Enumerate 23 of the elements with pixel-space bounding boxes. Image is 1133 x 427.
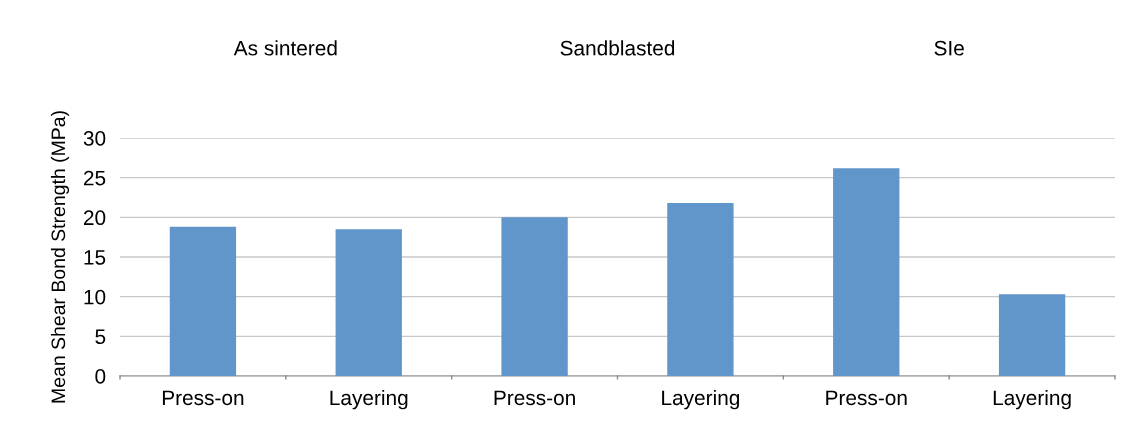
text: As sintered — [233, 40, 337, 56]
x-tick-label: Layering — [662, 389, 740, 410]
bar — [998, 294, 1066, 376]
x-tick-label: Layering — [993, 389, 1071, 410]
y-tick-label: 20 — [83, 210, 106, 226]
bar — [833, 168, 900, 376]
text: SIe — [934, 40, 964, 56]
y-tick-label: 30 — [83, 131, 106, 146]
x-tick-label: Layering — [330, 389, 408, 410]
y-tick-label: 5 — [95, 329, 106, 345]
bar — [169, 226, 237, 376]
x-tick-label: Press-on — [494, 390, 575, 406]
x-tick-label: Press-on — [162, 390, 244, 406]
bar — [335, 229, 402, 376]
y-tick-label: 15 — [84, 250, 106, 265]
bar — [667, 203, 734, 376]
y-axis-title: Mean Shear Bond Strength (MPa) — [50, 111, 70, 403]
y-tick-label: 10 — [84, 289, 106, 305]
text: Sandblasted — [560, 40, 675, 56]
y-tick-label: 25 — [83, 170, 106, 186]
bar — [501, 217, 568, 376]
x-tick-label: Press-on — [826, 390, 907, 406]
y-tick-label: 0 — [95, 369, 106, 384]
